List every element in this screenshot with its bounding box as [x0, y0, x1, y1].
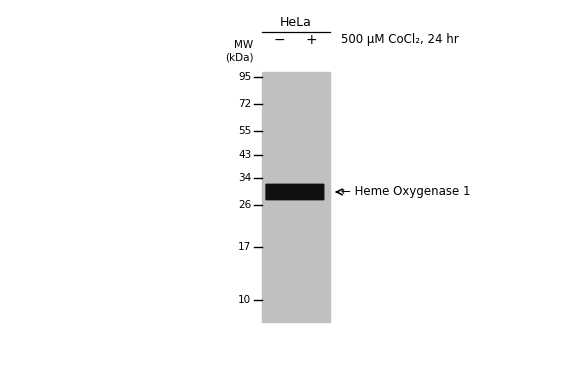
Text: HeLa: HeLa [280, 16, 312, 29]
Text: 17: 17 [238, 242, 251, 252]
Text: MW: MW [235, 40, 254, 50]
Text: 500 μM CoCl₂, 24 hr: 500 μM CoCl₂, 24 hr [341, 33, 459, 46]
Text: 34: 34 [238, 174, 251, 183]
FancyBboxPatch shape [265, 184, 324, 200]
Text: −: − [274, 33, 285, 46]
Text: 95: 95 [238, 72, 251, 82]
Text: 26: 26 [238, 200, 251, 210]
Text: 55: 55 [238, 126, 251, 136]
Text: 10: 10 [238, 295, 251, 305]
Text: +: + [305, 33, 317, 46]
Text: ← Heme Oxygenase 1: ← Heme Oxygenase 1 [341, 186, 471, 198]
Bar [262, 71, 330, 322]
Text: 43: 43 [238, 150, 251, 160]
Text: 72: 72 [238, 99, 251, 109]
Text: (kDa): (kDa) [225, 52, 254, 62]
